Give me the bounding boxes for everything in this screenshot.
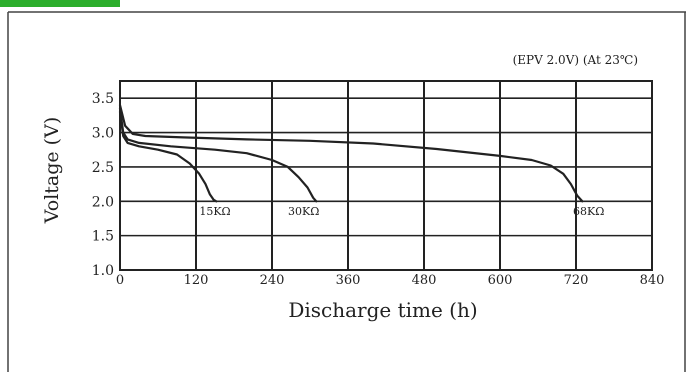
x-tick-label-240: 240 [260,273,285,288]
x-tick-label-360: 360 [336,273,361,288]
y-tick-label-2.0: 2.0 [92,194,114,210]
series-line-30KΩ [118,107,318,203]
series-labels: 15KΩ 30KΩ 68KΩ [199,205,604,218]
condition-note: (EPV 2.0V) (At 23℃) [513,53,638,67]
x-tick-label-120: 120 [184,273,209,288]
x-tick-label-0: 0 [116,273,124,288]
plot-border [119,80,653,271]
green-accent-bar [0,0,120,7]
series-label-15KΩ: 15KΩ [199,205,230,218]
y-tick-label-2.5: 2.5 [92,160,114,176]
series-label-68KΩ: 68KΩ [573,205,604,218]
y-tick-label-1.0: 1.0 [92,263,114,279]
series-line-68KΩ [118,104,584,203]
x-tick-label-840: 840 [640,273,665,288]
y-tick-label-3.0: 3.0 [92,126,114,142]
x-tick-label-600: 600 [488,273,513,288]
y-axis-label: Voltage (V) [41,117,63,224]
grid [119,80,653,271]
series-label-30KΩ: 30KΩ [288,205,319,218]
y-tick-label-1.5: 1.5 [92,229,114,245]
series-lines [118,104,584,203]
x-tick-label-720: 720 [564,273,589,288]
series-line-15KΩ [118,110,218,203]
y-tick-label-3.5: 3.5 [92,91,114,107]
ticks: 0 120 240 360 480 600 720 840 1.0 1.5 2.0 2.5 3.0 3.5 [92,91,665,288]
x-tick-label-480: 480 [412,273,437,288]
x-axis-label: Discharge time (h) [288,298,477,322]
